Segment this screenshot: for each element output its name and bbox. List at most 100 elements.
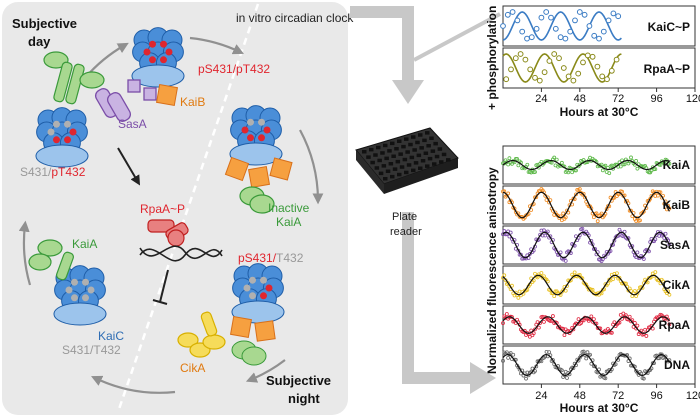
plate-well xyxy=(395,159,401,164)
data-point xyxy=(610,10,617,17)
data-point xyxy=(508,230,513,235)
data-point xyxy=(603,376,608,381)
kaib-cluster-bottom-right xyxy=(229,315,276,342)
data-point xyxy=(515,156,519,161)
plate-well xyxy=(377,158,382,163)
data-point xyxy=(527,252,532,256)
plate-well xyxy=(411,168,416,173)
plate-well xyxy=(385,169,391,173)
data-point xyxy=(609,330,614,335)
subjective-day-label-1: Subjective xyxy=(12,16,77,31)
dephospho-site xyxy=(82,294,89,302)
phospho-site xyxy=(69,128,77,136)
plate-well xyxy=(420,159,426,163)
data-point xyxy=(650,361,655,366)
data-point xyxy=(657,356,662,361)
data-point xyxy=(654,189,659,194)
data-point xyxy=(653,237,658,242)
phospho-site xyxy=(143,48,151,56)
subjective-night-label-2: night xyxy=(288,391,320,406)
data-point xyxy=(525,162,530,167)
plate-well xyxy=(378,171,384,176)
fit-curve-1 xyxy=(502,53,622,83)
data-point xyxy=(574,168,578,173)
phospho-site xyxy=(263,126,271,134)
state-left: S431/pT432 xyxy=(20,165,86,179)
data-point xyxy=(600,28,607,35)
data-point xyxy=(612,320,617,325)
data-point xyxy=(655,193,660,198)
cika-inhibit-bar xyxy=(152,299,168,305)
data-point xyxy=(589,53,596,60)
data-point xyxy=(576,317,581,322)
data-point xyxy=(570,170,575,175)
data-point xyxy=(560,65,567,71)
fit-curve xyxy=(502,159,670,171)
plate-well xyxy=(391,154,396,158)
panel-dna xyxy=(502,345,696,385)
data-point xyxy=(621,162,626,167)
plate-well xyxy=(370,160,375,165)
data-point xyxy=(663,231,668,236)
kaic-ci-ring xyxy=(229,142,283,166)
data-point xyxy=(596,35,602,42)
flow-arrow-bottom xyxy=(402,212,470,384)
data-point xyxy=(641,257,646,261)
data-point xyxy=(558,250,563,255)
fit-curve xyxy=(502,274,670,296)
data-point xyxy=(588,352,592,357)
kaic-hexamer-bottom-right xyxy=(231,263,285,324)
data-point xyxy=(584,52,591,59)
series-label-cika: CikA xyxy=(663,278,691,292)
dephospho-site xyxy=(249,276,256,284)
series-label-dna: DNA xyxy=(664,358,690,372)
top-tick-label: 48 xyxy=(574,93,586,105)
data-point xyxy=(507,156,512,161)
data-point xyxy=(563,288,568,293)
data-point xyxy=(593,364,598,369)
kaic-ci-ring xyxy=(35,144,89,168)
data-point xyxy=(607,171,612,176)
data-point xyxy=(539,228,544,233)
plate-well xyxy=(409,155,415,160)
dephospho-site xyxy=(65,286,73,294)
data-point xyxy=(620,189,624,194)
plate-well xyxy=(399,165,405,169)
data-point xyxy=(501,321,505,326)
data-point xyxy=(618,164,623,169)
data-point xyxy=(599,73,606,80)
plate-well xyxy=(411,135,416,139)
phospho-site xyxy=(258,134,265,142)
kaib-label: KaiB xyxy=(180,95,205,109)
phospho-site xyxy=(149,56,156,64)
data-point xyxy=(566,170,571,175)
kaic-ci-ring xyxy=(131,64,185,88)
data-point xyxy=(504,11,511,18)
data-point xyxy=(580,226,585,231)
kaib-protein-top xyxy=(155,83,179,107)
plate-well xyxy=(398,152,403,156)
state-top: pS431/pT432 xyxy=(198,62,270,76)
data-point xyxy=(586,23,593,29)
flow-arrow-top xyxy=(350,6,414,80)
data-point xyxy=(644,334,649,338)
data-point xyxy=(508,66,514,73)
dephospho-site xyxy=(71,294,78,302)
data-point xyxy=(663,354,668,359)
data-point xyxy=(634,159,639,163)
data-point xyxy=(608,67,615,74)
data-point xyxy=(508,351,513,355)
data-point xyxy=(577,187,582,191)
data-point xyxy=(516,163,521,168)
plate-well xyxy=(381,164,387,168)
phospho-site xyxy=(241,126,249,134)
data-point xyxy=(551,358,555,362)
dephospho-site xyxy=(87,286,95,294)
data-point xyxy=(546,58,553,64)
plate-well xyxy=(429,136,434,140)
data-point xyxy=(552,155,557,160)
data-point xyxy=(567,28,574,35)
data-point xyxy=(603,163,608,168)
plate-well xyxy=(434,154,440,159)
